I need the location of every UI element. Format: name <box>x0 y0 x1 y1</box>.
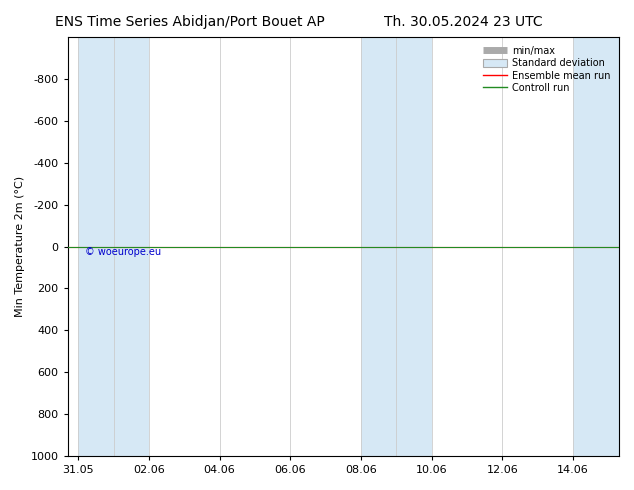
Text: Th. 30.05.2024 23 UTC: Th. 30.05.2024 23 UTC <box>384 15 542 29</box>
Y-axis label: Min Temperature 2m (°C): Min Temperature 2m (°C) <box>15 176 25 317</box>
Text: ENS Time Series Abidjan/Port Bouet AP: ENS Time Series Abidjan/Port Bouet AP <box>55 15 325 29</box>
Bar <box>573 37 619 456</box>
Bar <box>361 37 396 456</box>
Bar <box>113 37 149 456</box>
Legend: min/max, Standard deviation, Ensemble mean run, Controll run: min/max, Standard deviation, Ensemble me… <box>479 42 614 97</box>
Bar <box>78 37 113 456</box>
Bar <box>396 37 432 456</box>
Text: © woeurope.eu: © woeurope.eu <box>85 247 162 257</box>
